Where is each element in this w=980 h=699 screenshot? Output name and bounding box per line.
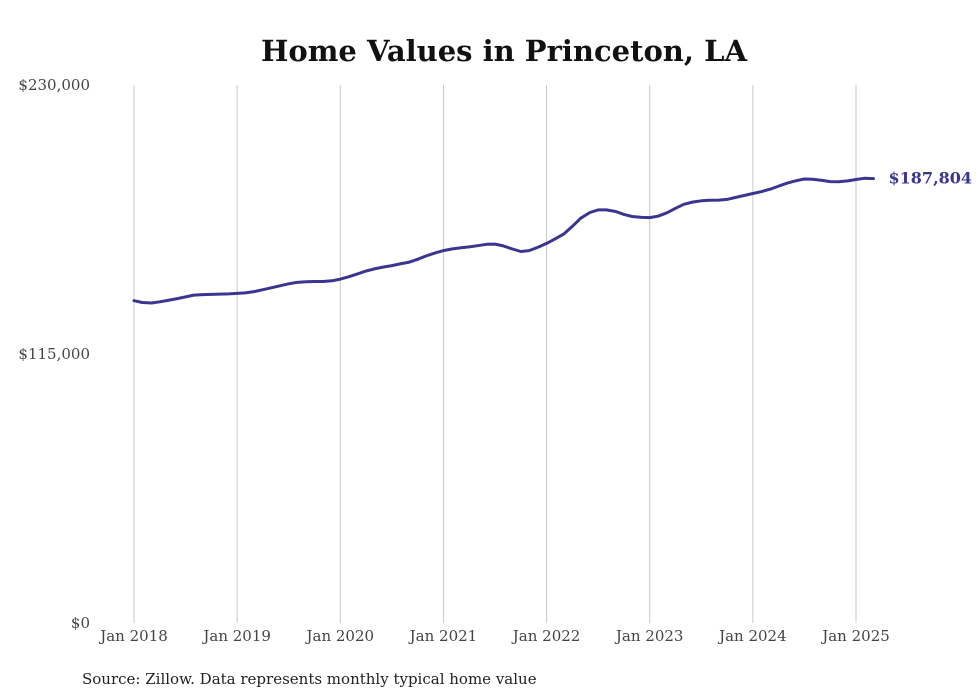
x-tick-label: Jan 2023 xyxy=(614,627,684,645)
x-tick-label: Jan 2025 xyxy=(820,627,890,645)
y-axis-tick-labels: $0 $115,000 $230,000 xyxy=(18,76,90,632)
series-lines xyxy=(132,176,875,305)
x-axis-tick-labels: Jan 2018 Jan 2019 Jan 2020 Jan 2021 Jan 2022… xyxy=(98,627,890,645)
series-line-0 xyxy=(132,176,875,305)
x-tick-label: Jan 2024 xyxy=(717,627,787,645)
source-note: Source: Zillow. Data represents monthly … xyxy=(82,670,537,688)
gridlines xyxy=(133,85,857,623)
x-tick-label: Jan 2021 xyxy=(408,627,478,645)
x-tick-label: Jan 2022 xyxy=(511,627,581,645)
x-tick-label: Jan 2018 xyxy=(98,627,168,645)
y-tick-label: $0 xyxy=(71,614,90,632)
y-tick-label: $115,000 xyxy=(18,345,90,363)
chart-title: Home Values in Princeton, LA xyxy=(261,34,747,68)
y-tick-label: $230,000 xyxy=(18,76,90,94)
end-value-label: $187,804 xyxy=(889,169,973,188)
x-tick-label: Jan 2019 xyxy=(201,627,271,645)
x-tick-label: Jan 2020 xyxy=(305,627,375,645)
